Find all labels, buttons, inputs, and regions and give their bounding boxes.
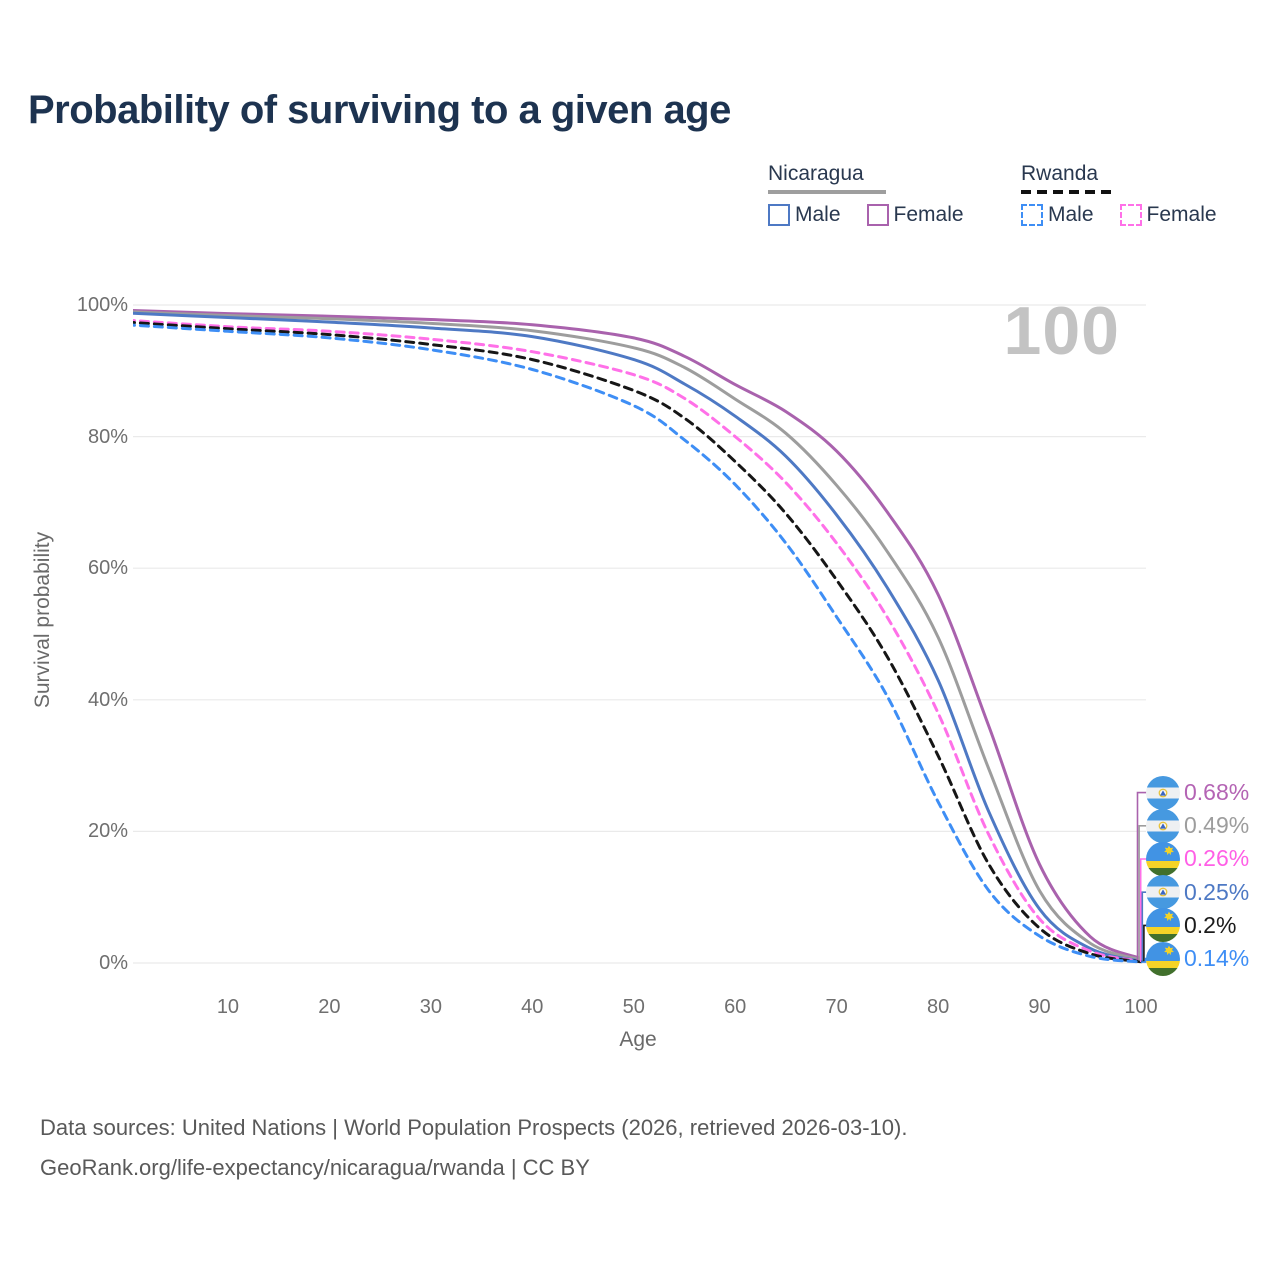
- series-line-nicaragua[interactable]: [127, 310, 1143, 962]
- legend-swatch-dashed: [1021, 204, 1043, 226]
- legend-group-nicaragua: Nicaragua Male Female: [768, 162, 964, 227]
- x-tick-label: 20: [318, 996, 341, 1018]
- x-tick-label: 60: [724, 996, 747, 1018]
- series-line-rwanda-male[interactable]: [127, 323, 1143, 964]
- rwanda-flag-icon: [1146, 908, 1180, 943]
- series-end-label-row-nicaragua-male: 0.25%: [1146, 875, 1250, 910]
- series-end-label-row-nicaragua: 0.49%: [1146, 808, 1250, 843]
- legend-item-label: Male: [795, 203, 841, 226]
- x-tick-label: 10: [216, 996, 240, 1018]
- series-end-label-row-rwanda: 0.2%: [1146, 908, 1249, 943]
- y-tick-label: 40%: [87, 688, 128, 711]
- nicaragua-flag-icon: [1146, 775, 1180, 810]
- y-tick-label: 0%: [99, 952, 128, 974]
- legend-item-rwanda-female[interactable]: Female: [1119, 203, 1217, 227]
- series-end-labels: 0.68% 0.49% 0.26% 0.25% 0.2% 0.14%: [1146, 775, 1250, 976]
- series-line-rwanda[interactable]: [127, 321, 1143, 964]
- series-end-value: 0.14%: [1184, 945, 1250, 972]
- rwanda-flag-icon: [1146, 941, 1180, 976]
- legend-item-nicaragua-female[interactable]: Female: [866, 203, 964, 227]
- legend-dashed-line-sample: [1021, 190, 1113, 194]
- y-tick-label: 100%: [76, 294, 128, 316]
- x-tick-label: 70: [825, 996, 848, 1018]
- y-axis-title: Survival probability: [31, 531, 54, 709]
- y-tick-label: 20%: [87, 820, 128, 843]
- y-tick-label: 80%: [87, 425, 128, 448]
- x-axis-title: Age: [619, 1028, 657, 1051]
- y-tick-label: 60%: [87, 557, 128, 580]
- x-tick-label: 80: [926, 996, 950, 1018]
- x-tick-label: 90: [1028, 996, 1051, 1018]
- series-end-value: 0.68%: [1184, 779, 1250, 806]
- hover-age-watermark: 100: [1003, 293, 1120, 369]
- x-tick-label: 100: [1124, 996, 1158, 1018]
- legend-item-rwanda-male[interactable]: Male: [1021, 203, 1094, 227]
- series-end-value: 0.2%: [1184, 911, 1237, 938]
- nicaragua-flag-icon: [1146, 808, 1180, 843]
- footer-attribution-url: GeoRank.org/life-expectancy/nicaragua/rw…: [40, 1155, 590, 1180]
- legend-group-rwanda: Rwanda Male Female: [1021, 162, 1217, 227]
- x-tick-label: 40: [521, 996, 544, 1018]
- legend-swatch-solid: [768, 204, 790, 226]
- series-end-label-row-nicaragua-female: 0.68%: [1146, 775, 1250, 810]
- series-end-value: 0.25%: [1184, 878, 1250, 905]
- legend-item-label: Male: [1048, 203, 1094, 226]
- x-tick-label: 30: [419, 996, 442, 1018]
- legend-country-nicaragua[interactable]: Nicaragua: [768, 162, 864, 185]
- footer: Data sources: United Nations | World Pop…: [40, 1108, 907, 1188]
- legend-item-label: Female: [893, 203, 964, 226]
- rwanda-flag-icon: [1146, 841, 1180, 876]
- end-label-connector: [1139, 858, 1147, 963]
- footer-data-sources: Data sources: United Nations | World Pop…: [40, 1115, 908, 1140]
- series-line-nicaragua-male[interactable]: [127, 311, 1143, 963]
- legend-swatch-solid: [866, 204, 889, 226]
- series-end-label-row-rwanda-female: 0.26%: [1146, 841, 1250, 876]
- page-title: Probability of surviving to a given age: [28, 88, 731, 132]
- legend-swatch-dashed: [1119, 204, 1142, 226]
- series-line-nicaragua-female[interactable]: [127, 309, 1143, 960]
- nicaragua-flag-icon: [1146, 875, 1180, 910]
- series-line-rwanda-female[interactable]: [127, 319, 1143, 963]
- series-end-label-row-rwanda-male: 0.14%: [1146, 941, 1250, 976]
- series-end-value: 0.26%: [1184, 845, 1250, 872]
- legend-item-label: Female: [1146, 203, 1217, 226]
- legend-solid-line-sample: [768, 190, 886, 194]
- series-end-value: 0.49%: [1184, 812, 1250, 839]
- legend-item-nicaragua-male[interactable]: Male: [768, 203, 841, 227]
- x-tick-label: 50: [622, 996, 645, 1018]
- legend-country-rwanda[interactable]: Rwanda: [1021, 162, 1099, 185]
